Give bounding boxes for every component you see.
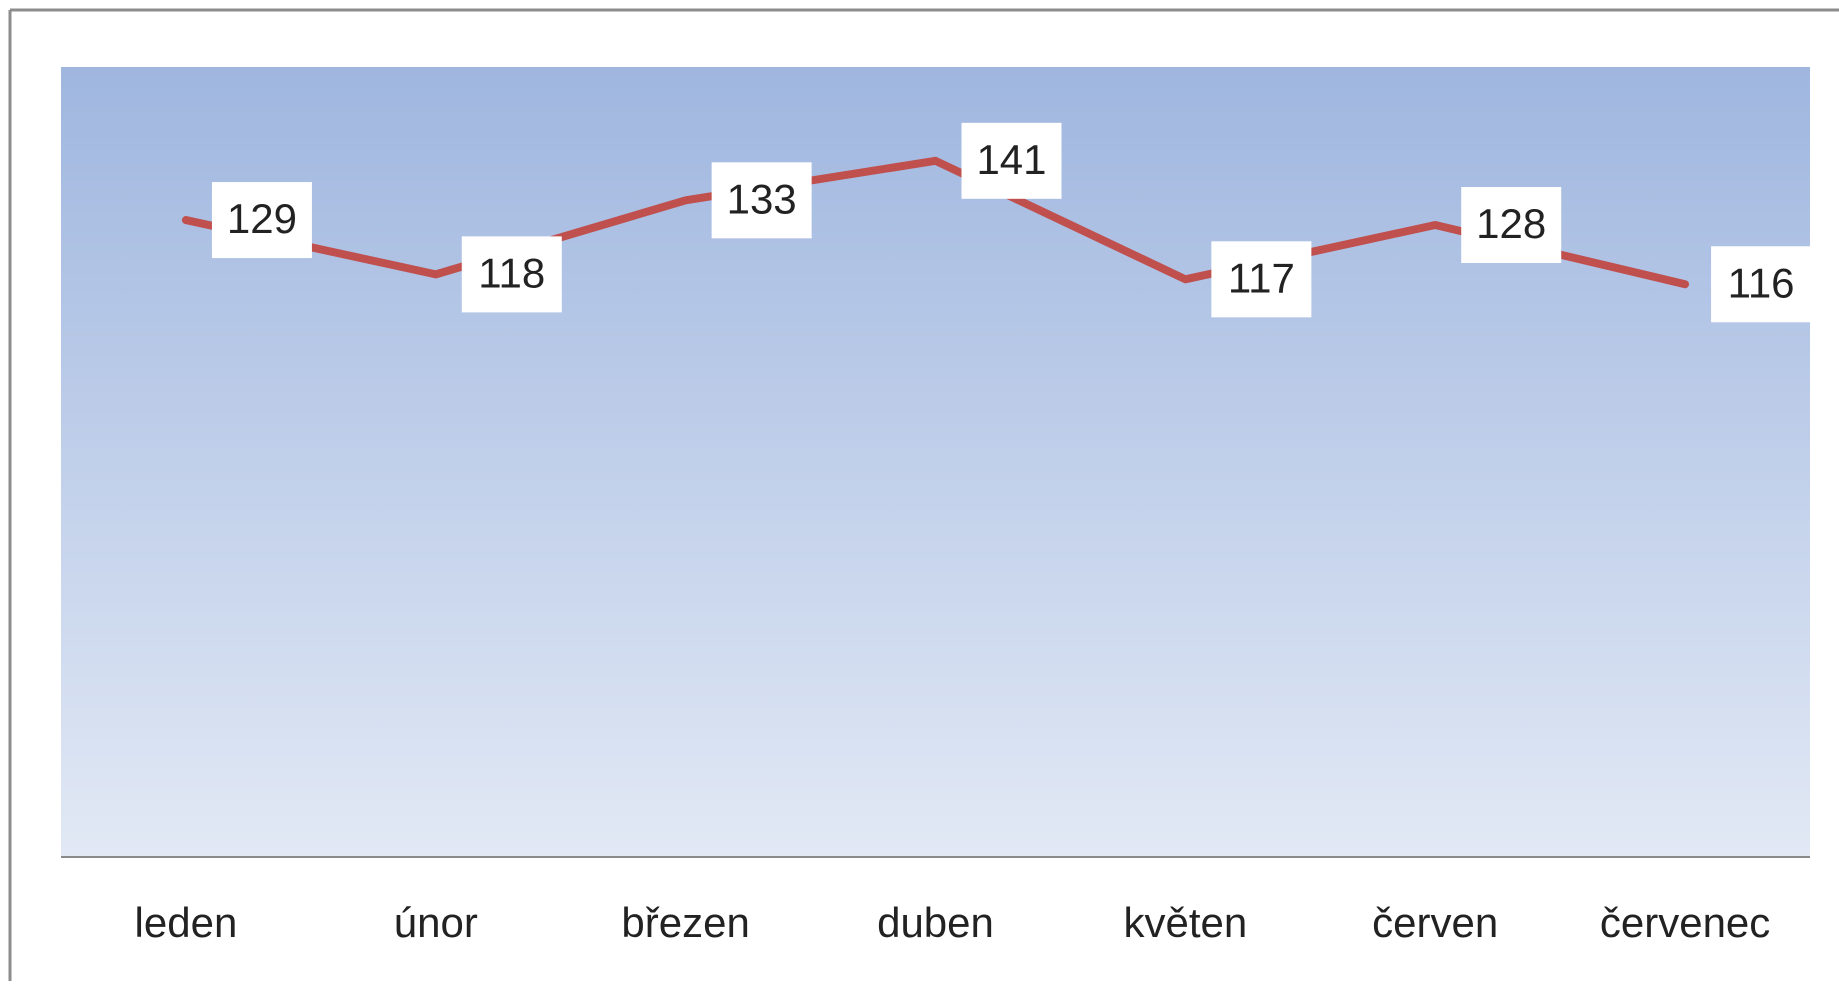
plot-area xyxy=(61,67,1810,857)
data-label-box xyxy=(711,162,812,239)
x-tick-label: leden xyxy=(135,899,238,946)
x-tick-label: červen xyxy=(1372,899,1498,946)
data-label: 128 xyxy=(1476,200,1546,247)
data-label-box xyxy=(461,236,562,313)
series-line xyxy=(181,156,1690,289)
data-label: 129 xyxy=(227,195,297,242)
data-label-box xyxy=(1711,246,1812,323)
data-label: 116 xyxy=(1728,259,1795,306)
x-tick-label: duben xyxy=(877,899,994,946)
data-label: 118 xyxy=(478,249,545,296)
x-tick-label: květen xyxy=(1123,899,1247,946)
data-label: 117 xyxy=(1228,254,1295,301)
data-label-box xyxy=(1461,187,1562,263)
data-label: 133 xyxy=(727,175,797,222)
x-tick-label: červenec xyxy=(1600,899,1770,946)
data-label-box xyxy=(211,182,312,259)
x-tick-label: únor xyxy=(394,899,478,946)
x-tick-label: březen xyxy=(621,899,749,946)
data-label: 141 xyxy=(976,136,1046,183)
data-label-box xyxy=(961,122,1062,199)
data-label-box xyxy=(1211,241,1312,318)
